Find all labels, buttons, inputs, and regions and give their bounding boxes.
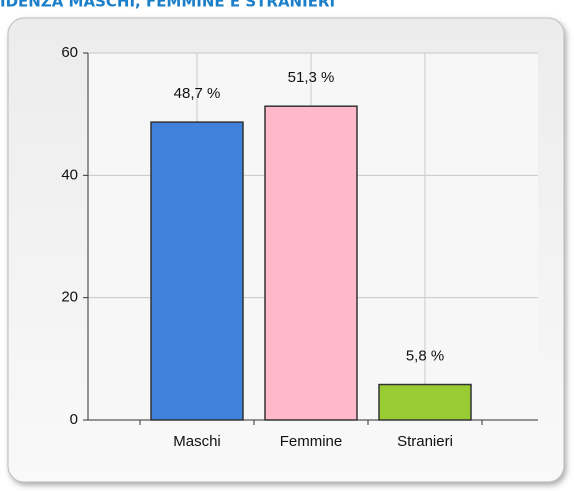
- bar: [150, 121, 244, 421]
- y-tick-label: 20: [61, 289, 78, 306]
- y-tick-label: 0: [70, 411, 78, 428]
- value-label: 48,7 %: [174, 85, 221, 102]
- bar: [378, 383, 472, 421]
- y-tick-label: 60: [61, 44, 78, 61]
- value-label: 5,8 %: [406, 347, 444, 364]
- y-tick-label: 40: [61, 166, 78, 183]
- chart-title: IDENZA MASCHI, FEMMINE E STRANIERI: [0, 0, 335, 11]
- bar: [264, 105, 358, 421]
- x-tick-label: Maschi: [173, 433, 221, 450]
- value-label: 51,3 %: [288, 69, 335, 86]
- x-tick-label: Stranieri: [397, 433, 453, 450]
- x-tick-label: Femmine: [280, 433, 343, 450]
